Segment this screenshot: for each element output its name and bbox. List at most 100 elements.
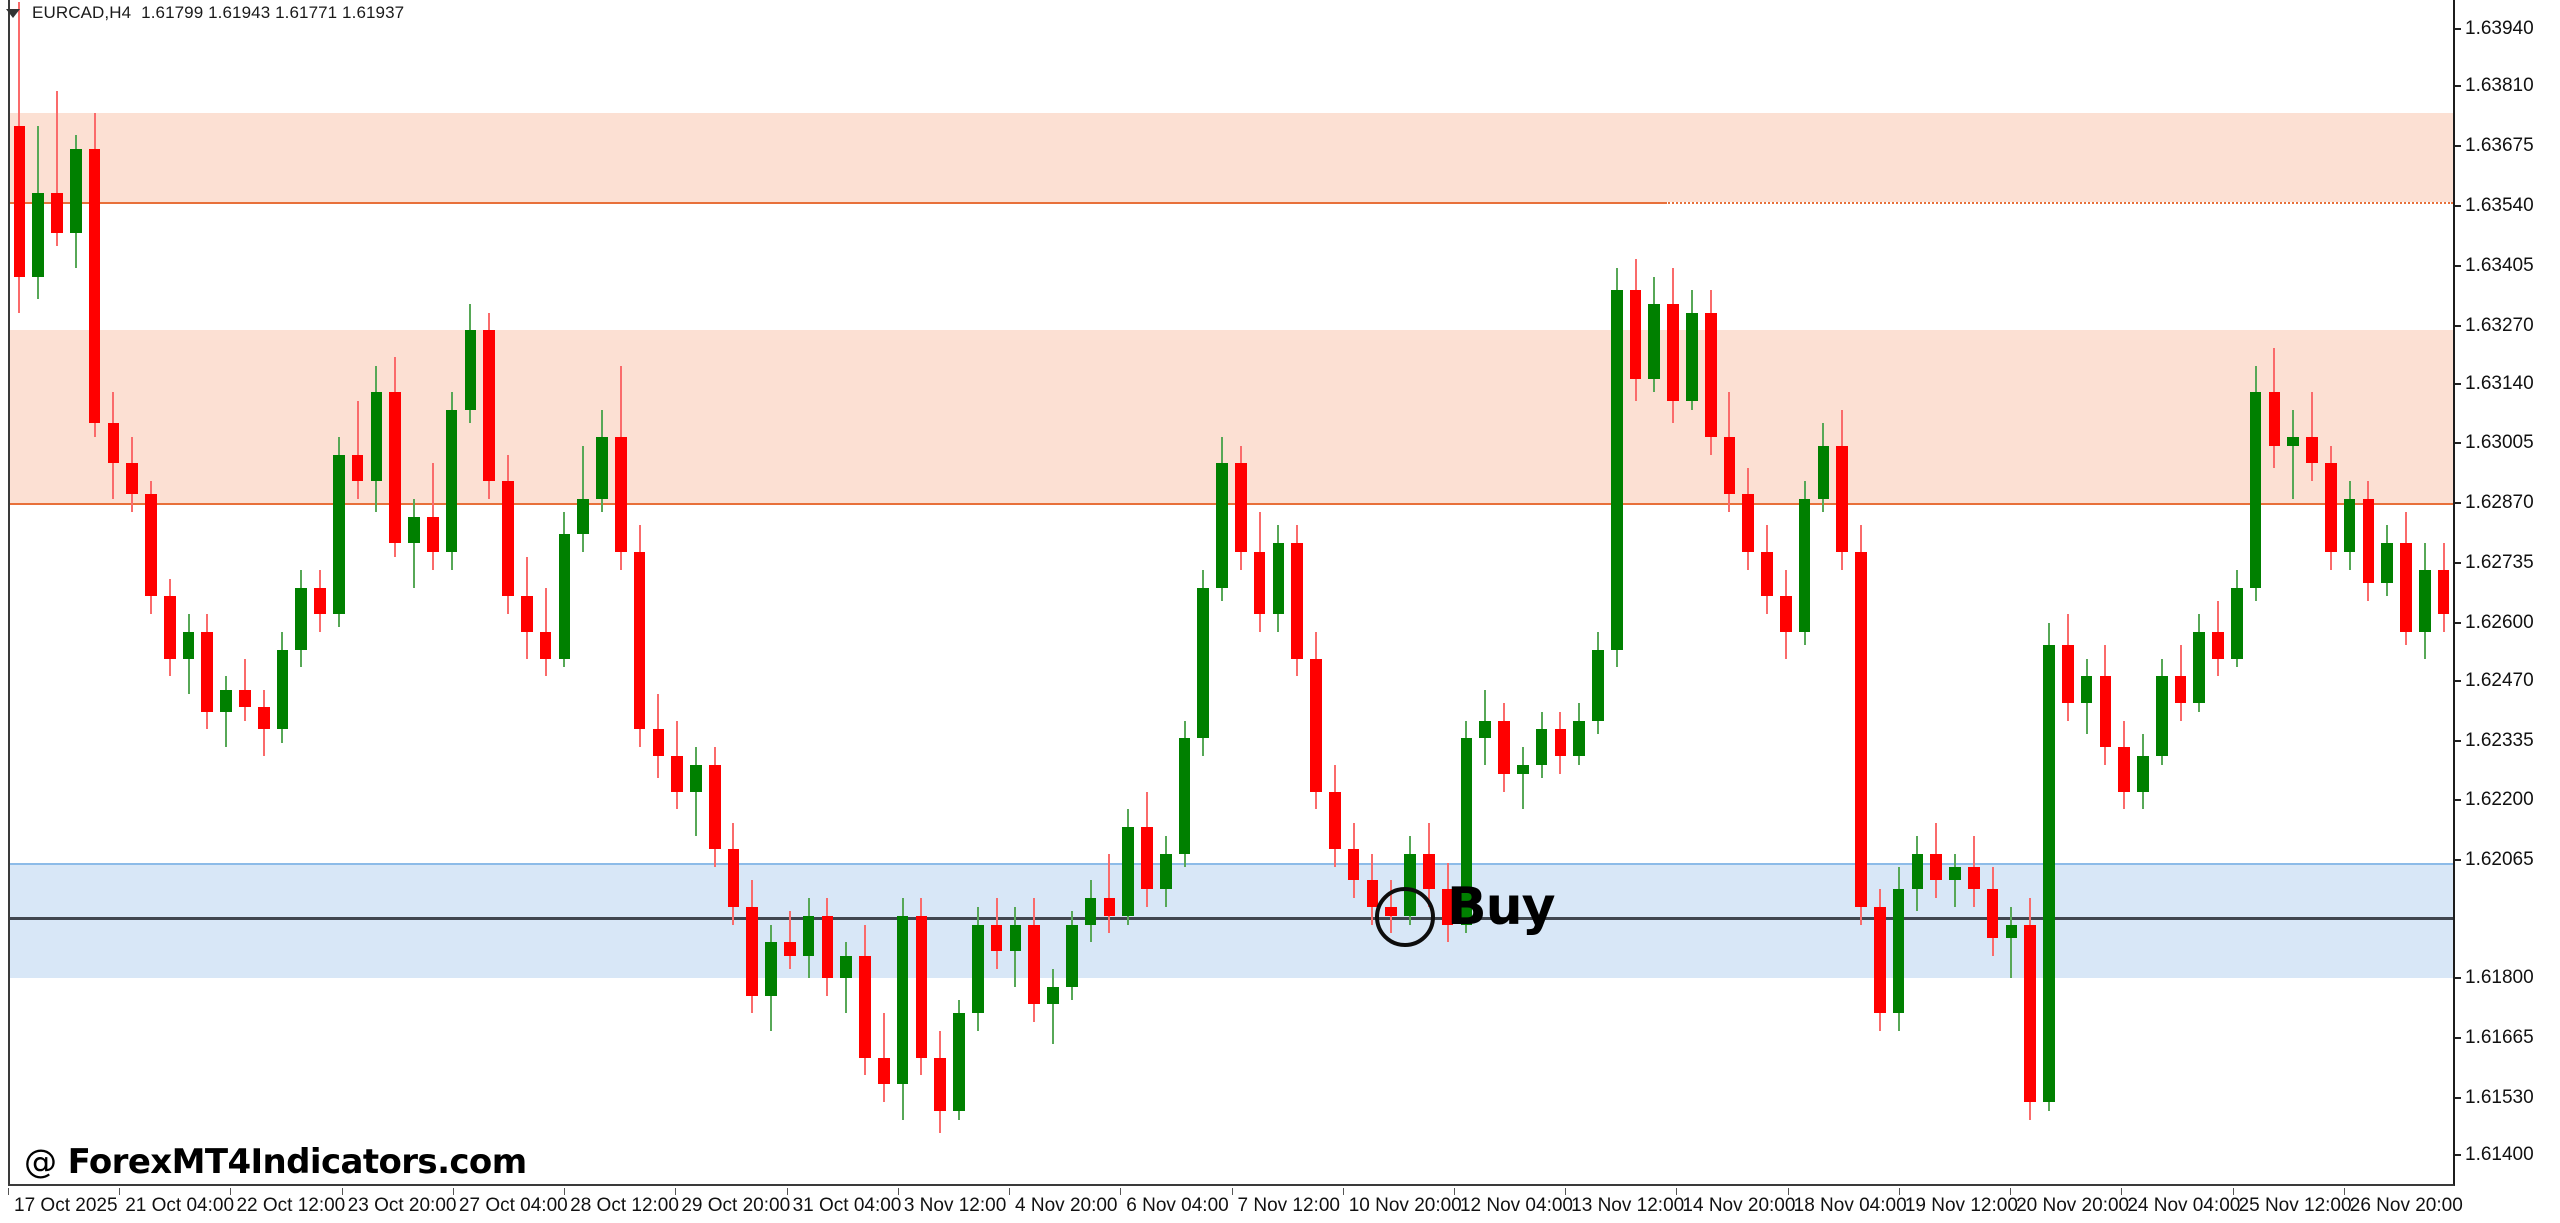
candle-body: [1009, 924, 1022, 952]
zone-resistance-upper: [10, 113, 2453, 202]
time-tick-separator: [897, 1188, 899, 1195]
candlestick: [10, 0, 29, 1184]
candlestick: [1683, 0, 1702, 1184]
candle-wick: [356, 401, 359, 499]
candle-body: [633, 552, 646, 730]
candle-body: [1592, 649, 1604, 721]
resistance-zone-line: [10, 503, 2453, 506]
candle-body: [990, 924, 1003, 952]
candle-body: [690, 764, 702, 792]
candlestick: [2397, 0, 2416, 1184]
tick-dash-icon: [2455, 85, 2461, 88]
candlestick: [423, 0, 442, 1184]
candle-body: [1610, 290, 1623, 650]
candle-body: [1122, 827, 1134, 916]
candle-body: [1103, 897, 1116, 916]
candlestick: [2284, 0, 2303, 1184]
triangle-down-icon[interactable]: [6, 8, 20, 18]
time-tick-label: 3 Nov 12:00: [903, 1195, 1007, 1216]
buy-signal-circle-icon: [1375, 887, 1435, 948]
candle-wick: [694, 747, 697, 836]
price-tick-label: 1.63810: [2465, 75, 2534, 97]
time-tick-separator: [1676, 1188, 1678, 1195]
candlestick: [85, 0, 104, 1184]
candlestick: [1513, 0, 1532, 1184]
candlestick: [818, 0, 837, 1184]
tick-dash-icon: [2455, 562, 2461, 565]
candle-body: [1216, 463, 1228, 588]
candlestick: [1006, 0, 1025, 1184]
candlestick: [2115, 0, 2134, 1184]
symbol-timeframe-label: EURCAD,H4: [32, 3, 132, 22]
candle-wick: [788, 911, 791, 969]
tick-dash-icon: [2455, 265, 2461, 268]
candlestick: [968, 0, 987, 1184]
candle-wick: [2010, 906, 2013, 978]
candle-body: [1911, 853, 1924, 890]
candle-body: [1667, 303, 1679, 402]
candlestick: [1983, 0, 2002, 1184]
candlestick: [799, 0, 818, 1184]
candlestick: [780, 0, 799, 1184]
price-tick-label: 1.63005: [2465, 432, 2534, 454]
candlestick: [198, 0, 217, 1184]
candle-body: [558, 534, 571, 659]
resistance-zone-line-dotted: [1665, 201, 2453, 204]
candlestick: [1401, 0, 1420, 1184]
candlestick: [179, 0, 198, 1184]
candlestick: [517, 0, 536, 1184]
candlestick: [536, 0, 555, 1184]
candle-body: [1347, 849, 1360, 881]
time-tick-separator: [1787, 1188, 1789, 1195]
tick-dash-icon: [2455, 976, 2461, 979]
candle-body: [652, 729, 665, 757]
time-tick-separator: [564, 1188, 566, 1195]
candle-body: [2061, 645, 2074, 703]
candle-body: [1498, 720, 1510, 774]
price-tick-label: 1.63270: [2465, 314, 2534, 336]
zone-resistance-mid: [10, 330, 2453, 504]
tick-dash-icon: [2455, 442, 2461, 445]
candle-body: [2193, 631, 2206, 703]
time-tick-label: 29 Oct 20:00: [681, 1195, 791, 1216]
candlestick: [2359, 0, 2378, 1184]
time-tick-separator: [1231, 1188, 1233, 1195]
tick-dash-icon: [2455, 324, 2461, 327]
candlestick: [1495, 0, 1514, 1184]
candle-body: [520, 596, 533, 632]
time-axis[interactable]: 17 Oct 2025 21 Oct 04:00 22 Oct 12:00 23 Oc…: [8, 1188, 2463, 1223]
candlestick: [1476, 0, 1495, 1184]
candlestick: [104, 0, 123, 1184]
time-tick-label: 19 Nov 12:00: [1904, 1195, 2018, 1216]
candlestick: [2303, 0, 2322, 1184]
chart-plot-area[interactable]: Buy @ ForexMT4Indicators.com: [8, 0, 2455, 1186]
candlestick: [2077, 0, 2096, 1184]
time-tick-label: 21 Oct 04:00: [125, 1195, 235, 1216]
candle-body: [69, 148, 82, 233]
candlestick: [1664, 0, 1683, 1184]
candlestick: [950, 0, 969, 1184]
price-axis[interactable]: 1.63940 1.63810 1.63675 1.63540 1.63405 1.632…: [2455, 0, 2560, 1186]
candle-body: [1047, 986, 1059, 1005]
time-tick-separator: [119, 1188, 121, 1195]
candle-body: [614, 436, 627, 553]
support-zone-top-line: [10, 862, 2453, 865]
candle-wick: [2292, 410, 2295, 499]
candlestick: [123, 0, 142, 1184]
time-tick-separator: [1453, 1188, 1455, 1195]
candle-body: [2024, 924, 2036, 1102]
candlestick: [2209, 0, 2228, 1184]
price-tick-label: 1.62870: [2465, 492, 2534, 514]
candle-body: [577, 498, 589, 535]
price-tick-label: 1.61400: [2465, 1144, 2534, 1166]
symbol-header: EURCAD,H4 1.61799 1.61943 1.61771 1.6193…: [0, 0, 404, 26]
buy-signal-label: Buy: [1447, 877, 1556, 938]
candle-body: [370, 392, 383, 482]
candlestick: [1814, 0, 1833, 1184]
candle-wick: [582, 445, 585, 553]
candlestick: [1776, 0, 1795, 1184]
candle-body: [126, 463, 138, 495]
candlestick: [1232, 0, 1251, 1184]
candle-body: [2005, 924, 2018, 938]
candlestick: [1062, 0, 1081, 1184]
